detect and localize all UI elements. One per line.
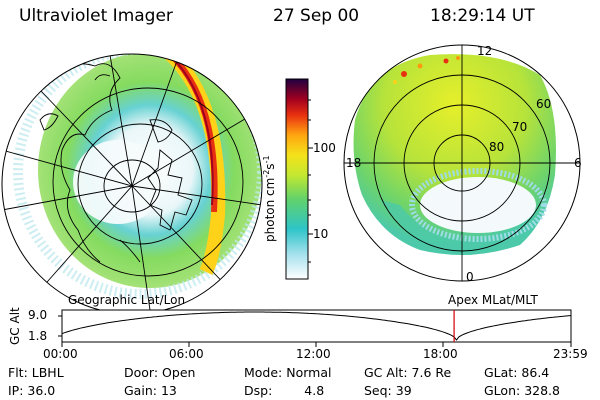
colorbar-axis-label: photon cm-2s-1 [262,155,277,242]
time-tick-0000: 00:00 [43,347,78,361]
mlt-label-0: 0 [466,270,474,284]
time-tick-1800: 18:00 [423,347,458,361]
sequence-status: Seq: 39 [364,383,412,398]
filter-status: Flt: LBHL [8,365,64,380]
coastline-overlay [39,63,193,263]
altitude-strip-plot [58,309,572,347]
color-scale-bar [285,78,313,280]
geographic-image-panel [1,53,263,315]
lat-lon-grid [2,54,262,311]
mlat-label-80: 80 [489,140,505,154]
nightside-gap [420,177,536,233]
colorbar-tick-100: 100 [313,141,336,155]
gain-status: Gain: 13 [124,383,177,398]
gc-altitude-status: GC Alt: 7.6 Re [364,365,452,380]
glon-status: GLon: 328.8 [484,383,560,398]
app-title: Ultraviolet Imager [19,6,173,26]
mlat-label-70: 70 [512,120,528,134]
apex-magnetic-panel [343,44,581,282]
date-label: 27 Sep 00 [273,6,360,26]
altitude-tick-max: 9.0 [28,308,48,322]
glat-status: GLat: 86.4 [484,365,550,380]
left-panel-caption: Geographic Lat/Lon [68,293,186,307]
mlat-label-60: 60 [536,97,552,111]
dsp-status: Dsp: 4.8 [244,383,325,398]
mlt-label-12: 12 [477,44,493,58]
ip-status: IP: 36.0 [8,383,56,398]
mode-status: Mode: Normal [244,365,332,380]
time-tick-1200: 12:00 [296,347,331,361]
colorbar-tick-10: 10 [313,227,329,241]
time-tick-2359: 23:59 [553,347,588,361]
time-tick-0600: 06:00 [169,347,204,361]
altitude-axis-label: GC Alt [8,307,22,345]
time-label: 18:29:14 UT [430,6,535,26]
altitude-tick-min: 1.8 [28,329,48,343]
mlt-label-18: 18 [346,156,362,170]
mlat-mlt-grid [344,45,580,281]
door-status: Door: Open [124,365,196,380]
right-panel-caption: Apex MLat/MLT [448,293,538,307]
altitude-curve [61,311,572,341]
mlt-label-6: 6 [574,156,582,170]
